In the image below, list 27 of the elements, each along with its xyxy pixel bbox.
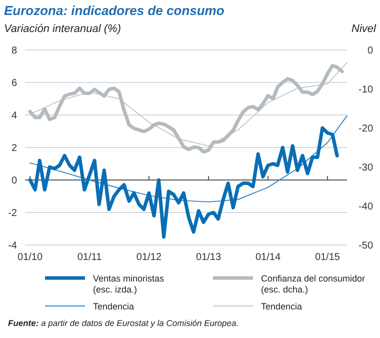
source-note: Fuente: a partir de datos de Eurostat y la Comisión Europea. [8,318,239,328]
legend-label: Confianza del consumidor (esc. dcha.) [261,274,366,294]
legend-label: Tendencia [261,302,302,312]
y2-tick-label: -50 [358,240,374,252]
legend-label: Tendencia [93,302,134,312]
x-tick-label: 01/14 [255,252,281,263]
x-tick-label: 01/15 [314,252,340,263]
x-tick-label: 01/12 [136,252,162,263]
y-tick-label: 0 [11,176,18,186]
y2-tick-label: -10 [358,84,374,96]
chart-title: Eurozona: indicadores de consumo [4,3,224,18]
y2-tick-label: -40 [358,202,374,212]
y-tick-label: 6 [11,78,18,89]
y2-tick-label: -30 [358,162,374,174]
x-tick-label: 01/13 [196,252,222,263]
y-tick-label: 8 [11,46,18,56]
legend-label: Ventas minoristas (esc. izda.) [93,274,165,294]
y-axis-title: Variación interanual (%) [4,23,122,35]
y-tick-label: -4 [8,240,18,252]
y2-axis-title: Nivel [352,23,377,35]
x-tick-label: 01/10 [18,252,43,263]
y-tick-label: 2 [11,143,18,154]
x-tick-label: 01/11 [77,252,102,263]
y2-tick-label: 0 [367,46,374,56]
y2-tick-label: -20 [358,124,374,134]
y-tick-label: 4 [11,110,18,122]
y-tick-label: -2 [8,208,18,219]
